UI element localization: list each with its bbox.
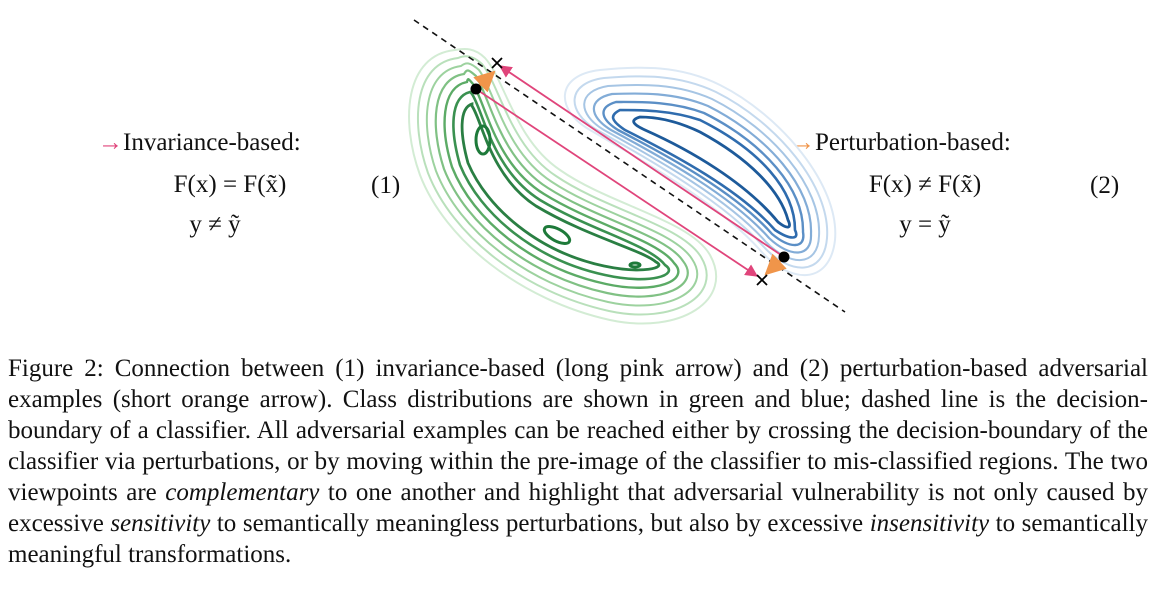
pink-arrow-up: [498, 65, 785, 258]
invariance-eq1: F(x) = F(x̃): [173, 171, 287, 198]
adversarial-figure: [408, 19, 846, 325]
green-class-contours: [408, 48, 718, 325]
adversarial-mark-bottom: [756, 274, 768, 286]
invariance-eq2: y ≠ ỹ: [189, 211, 241, 238]
caption-emphasis-sensitivity: sensitivity: [110, 510, 211, 537]
eq-number-1: (1): [371, 172, 401, 199]
blue-class-contours: [563, 66, 837, 276]
caption-emphasis-insensitivity: insensitivity: [869, 510, 990, 537]
caption-part-2: to one another and highlight that advers…: [8, 479, 1149, 537]
caption-part-3: to semantically meaningless perturbation…: [210, 510, 870, 537]
caption-part-1: Figure 2: Connection between (1) invaria…: [8, 355, 1148, 506]
original-point-blue: [778, 251, 790, 263]
eq-number-2: (2): [1090, 172, 1120, 199]
invariance-title: →Invariance-based:: [98, 129, 301, 157]
perturbation-title: →Perturbation-based:: [790, 129, 1011, 157]
caption-emphasis-complementary: complementary: [165, 479, 320, 506]
invariance-title-text: Invariance-based:: [123, 129, 301, 156]
adversarial-mark-top: [491, 57, 503, 69]
caption-part-4: to semantically meaningful transformatio…: [8, 510, 1148, 568]
pink-arrow-icon: →: [98, 129, 123, 156]
pink-arrow-down: [475, 88, 759, 277]
original-point-green: [470, 83, 482, 95]
perturbation-eq1: F(x) ≠ F(x̃): [868, 171, 982, 198]
decision-boundary-line: [413, 19, 846, 313]
perturbation-eq2: y = ỹ: [899, 211, 951, 238]
figure-caption: Figure 2: Connection between (1) invaria…: [8, 353, 1148, 570]
perturbation-title-text: Perturbation-based:: [815, 129, 1011, 156]
